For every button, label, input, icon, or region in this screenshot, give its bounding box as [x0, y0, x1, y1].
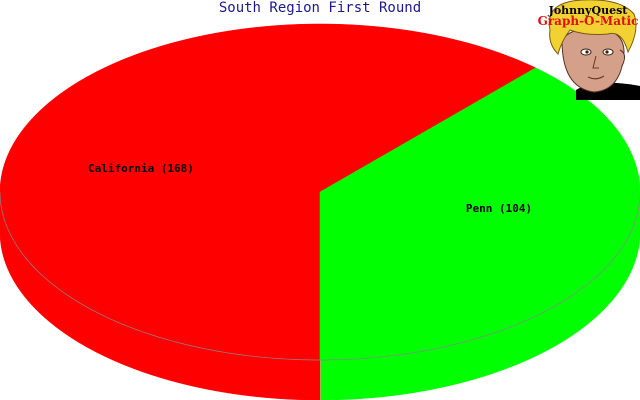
pie-rim-line — [0, 191, 640, 361]
chart-title: South Region First Round — [218, 0, 422, 16]
logo-face — [561, 27, 625, 93]
johnny-quest-logo: JohnnyQuest Graph-O-Matic — [538, 0, 640, 100]
slice-label-penn: Penn (104) — [466, 202, 532, 215]
logo-line2: Graph-O-Matic — [538, 14, 639, 28]
logo-nose — [592, 55, 599, 69]
logo-line1: JohnnyQuest — [548, 4, 629, 17]
logo-mouth — [587, 75, 605, 80]
logo-ear — [619, 49, 626, 67]
label-layer: California (168) Penn (104) — [88, 162, 532, 215]
pie-layer — [0, 23, 640, 400]
slice-label-california: California (168) — [88, 162, 194, 175]
logo-hair — [548, 0, 637, 55]
